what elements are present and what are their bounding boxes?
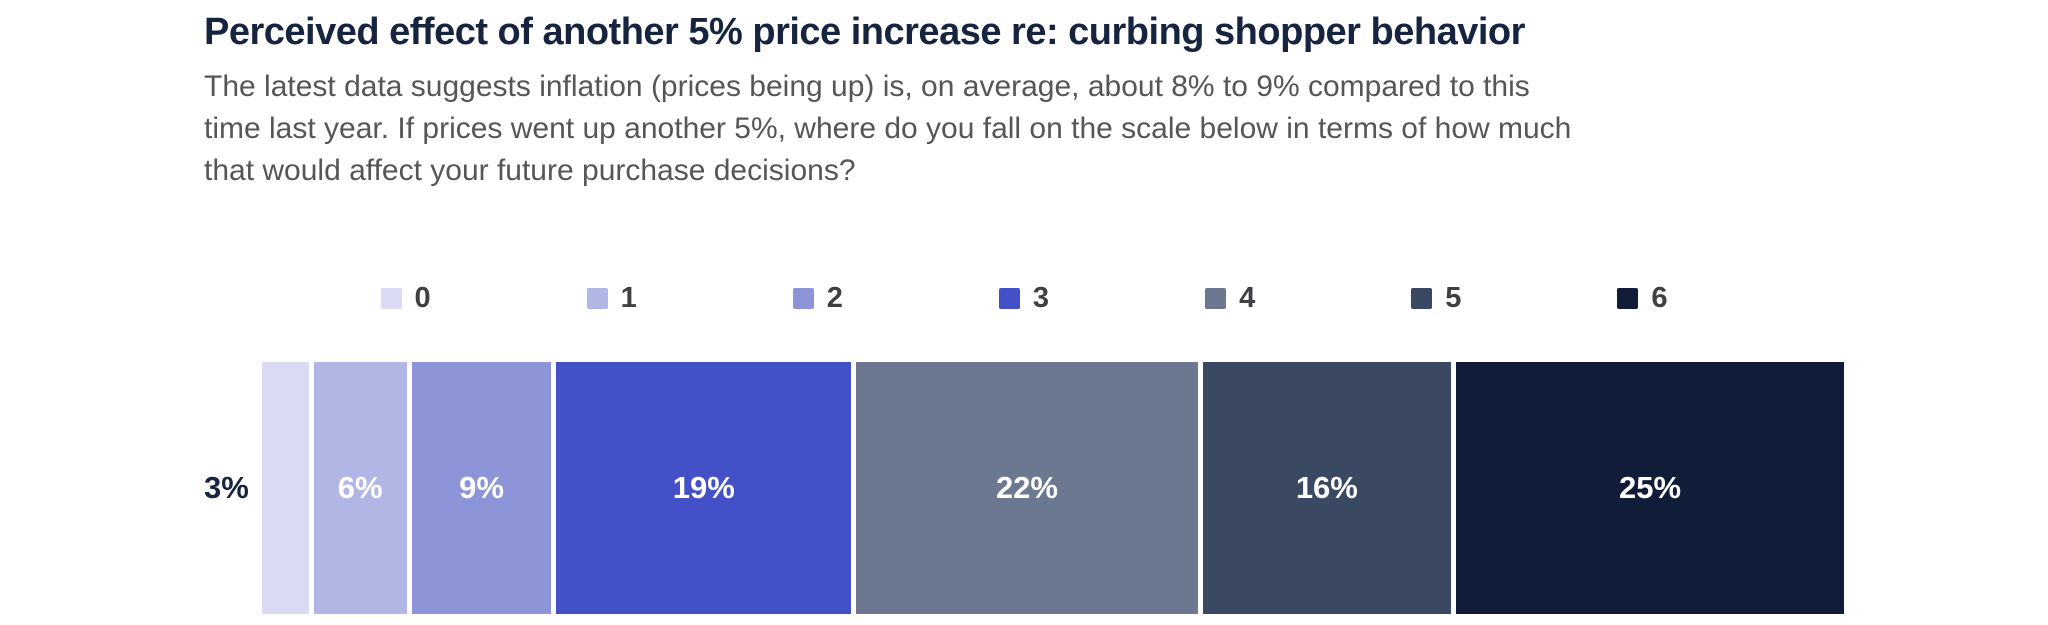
legend-swatch-0 — [380, 288, 402, 309]
bar-segment-4: 22% — [856, 362, 1198, 614]
bar-segment-1-label: 6% — [337, 470, 383, 505]
legend-item-6: 6 — [1617, 282, 1667, 315]
legend-label-2: 2 — [826, 282, 843, 314]
legend-item-5: 5 — [1411, 282, 1461, 315]
bar-segment-2: 9% — [411, 362, 552, 614]
chart-subtitle: The latest data suggests inflation (pric… — [204, 66, 1844, 192]
bar-segment-3: 19% — [556, 362, 852, 614]
chart-subtitle-line-2: time last year. If prices went up anothe… — [204, 112, 1572, 145]
legend-item-4: 4 — [1205, 282, 1255, 315]
legend-label-0: 0 — [414, 282, 431, 314]
chart-title: Perceived effect of another 5% price inc… — [204, 11, 1525, 53]
legend-label-5: 5 — [1445, 282, 1462, 314]
legend-item-3: 3 — [998, 282, 1050, 315]
legend-label-4: 4 — [1239, 282, 1256, 314]
legend-label-6: 6 — [1651, 282, 1668, 314]
bar-segment-2-label: 9% — [459, 470, 504, 505]
bar-segment-5-label: 16% — [1295, 470, 1358, 505]
legend-label-1: 1 — [620, 282, 637, 314]
stacked-bar: 6% 9% 19% 22% 16% 25% — [262, 362, 1844, 614]
legend-item-1: 1 — [586, 282, 637, 315]
stacked-bar-row: 3% 6% 9% 19% 22% 16% 25% — [204, 362, 1844, 614]
chart-subtitle-line-1: The latest data suggests inflation (pric… — [204, 70, 1530, 103]
legend-label-3: 3 — [1032, 282, 1050, 314]
chart-subtitle-line-3: that would affect your future purchase d… — [204, 154, 856, 187]
legend-swatch-6 — [1617, 288, 1639, 309]
bar-segment-1: 6% — [313, 362, 407, 614]
bar-segment-6-label: 25% — [1618, 470, 1682, 505]
legend-swatch-3 — [998, 288, 1020, 309]
bar-segment-0 — [262, 362, 309, 614]
legend-item-0: 0 — [380, 282, 431, 315]
legend-swatch-5 — [1411, 288, 1433, 309]
bar-segment-6: 25% — [1456, 362, 1844, 614]
legend-swatch-4 — [1205, 288, 1227, 309]
chart-legend: 0 1 2 3 4 5 6 — [204, 282, 1844, 315]
segment-0-outside-label: 3% — [204, 470, 249, 505]
legend-swatch-1 — [586, 288, 608, 309]
bar-segment-4-label: 22% — [995, 470, 1058, 505]
legend-item-2: 2 — [792, 282, 843, 315]
bar-segment-3-label: 19% — [672, 470, 735, 505]
legend-swatch-2 — [792, 288, 814, 309]
bar-segment-5: 16% — [1202, 362, 1451, 614]
